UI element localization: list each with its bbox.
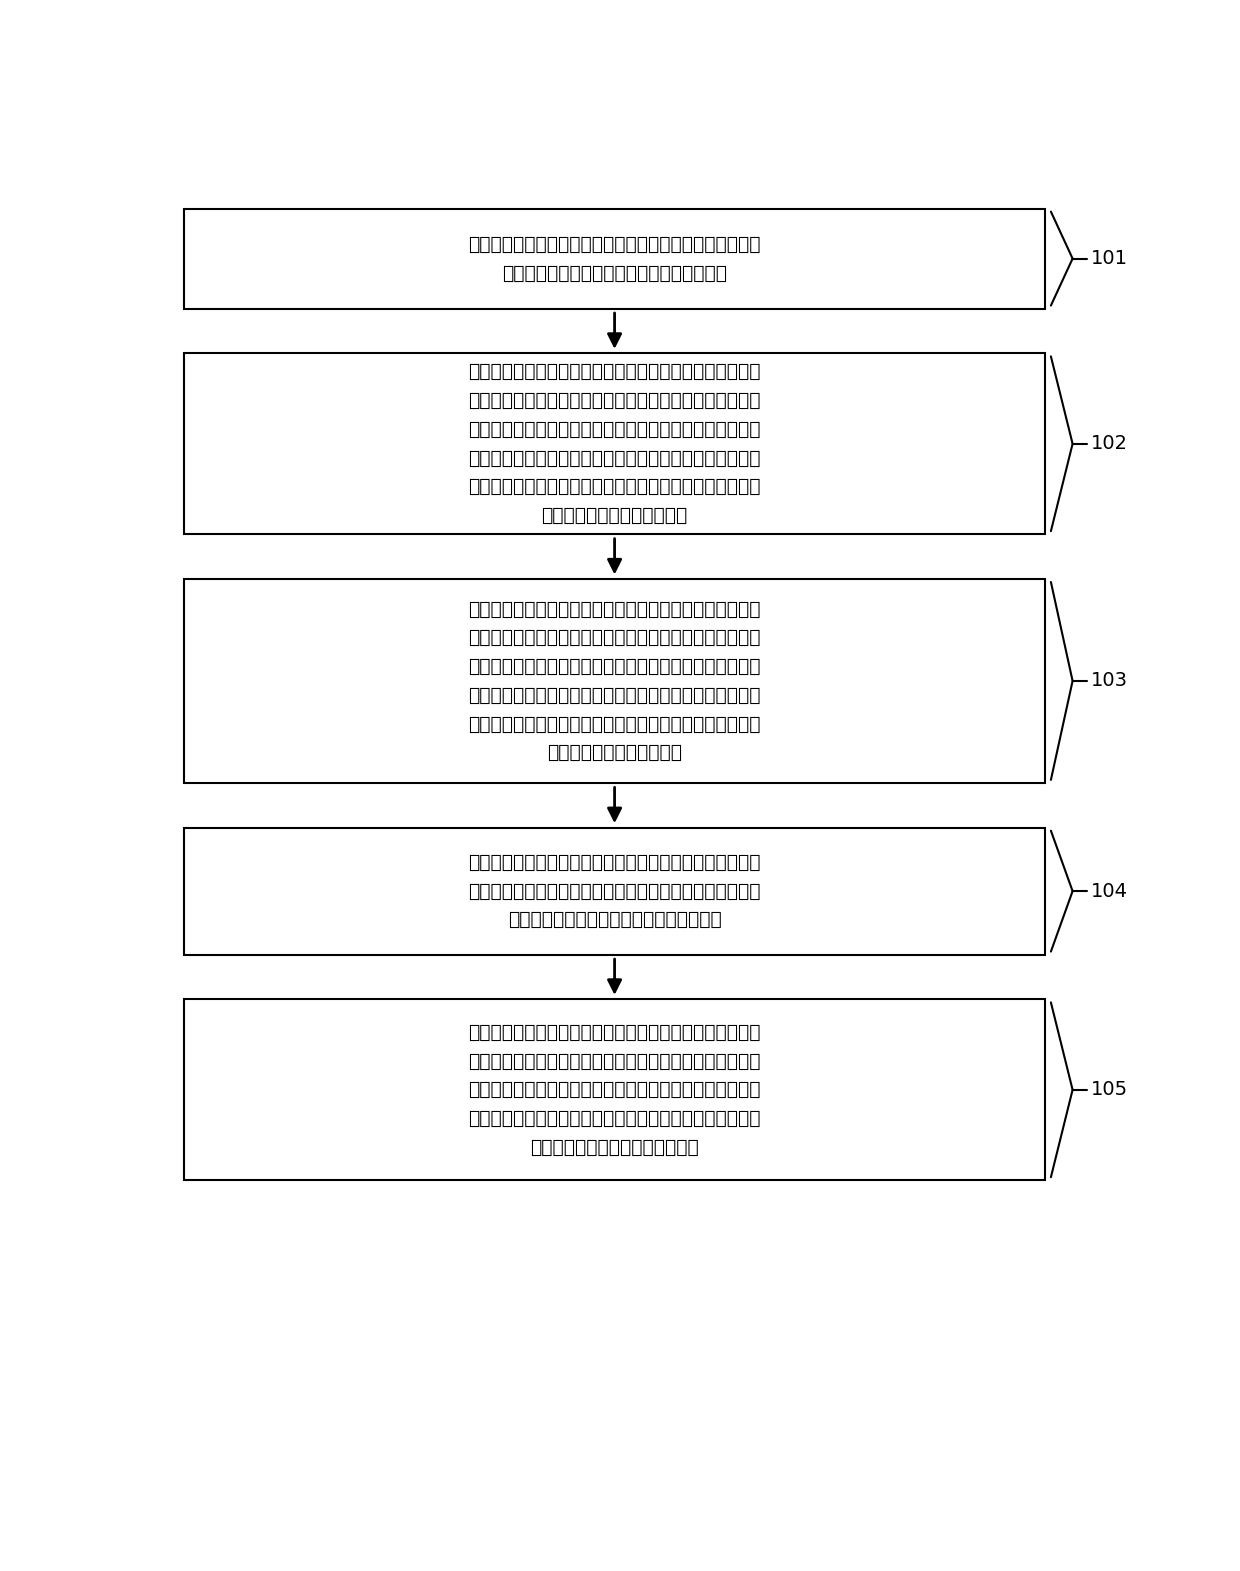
- Bar: [185, 209, 1044, 308]
- Text: 在两级氯化氢吸收塔中利用塔内自上而下的氯硅烷贫液对来
自第一凝液储罐的且冷量已被多级冷却设备利用的混合气中
的氯化氢进行吸收处理，并从塔釜输出氯硅烷富液，从塔顶: 在两级氯化氢吸收塔中利用塔内自上而下的氯硅烷贫液对来 自第一凝液储罐的且冷量已被…: [469, 600, 761, 762]
- Text: 104: 104: [1091, 881, 1128, 900]
- Text: 使来自上游多晶硅生产工序的还原尾气依次经过多级冷却设
备的多级冷却处理，以形成并输出气液混合物: 使来自上游多晶硅生产工序的还原尾气依次经过多级冷却设 备的多级冷却处理，以形成并…: [469, 234, 761, 283]
- Text: 利用第一凝液储罐对多级冷却设备输出的气液混合物进行气
液分离处理，以将该气液混合物中的氢气、氯化氢、未被冷
凝的气相氯硅烷和少量杂质的混合气与已冷凝的液相氯硅烷: 利用第一凝液储罐对多级冷却设备输出的气液混合物进行气 液分离处理，以将该气液混合…: [469, 363, 761, 525]
- Bar: [185, 353, 1044, 534]
- Text: 103: 103: [1091, 671, 1128, 690]
- Bar: [185, 578, 1044, 782]
- Bar: [185, 999, 1044, 1180]
- Bar: [185, 828, 1044, 955]
- Text: 在氯化氢解析塔中对两级氯化氢吸收塔塔釜输出的氯硅烷富
液进行解析处理，并从塔釜输出氯硅烷贫液，从塔顶输出轻
组分，然后将所述轻组分送至下游精馏工序: 在氯化氢解析塔中对两级氯化氢吸收塔塔釜输出的氯硅烷富 液进行解析处理，并从塔釜输…: [469, 853, 761, 930]
- Text: 102: 102: [1091, 434, 1128, 454]
- Text: 在液液换热器中利用两级氯化氢吸收塔塔釜输出的氯硅烷富
液的冷量对氯化氢解析塔塔釜输出的氯硅烷贫液进行冷却处
理，然后将冷却后氯硅烷贫液送入两级氯化氢吸收塔上部，: 在液液换热器中利用两级氯化氢吸收塔塔釜输出的氯硅烷富 液的冷量对氯化氢解析塔塔釜…: [469, 1023, 761, 1156]
- Text: 105: 105: [1091, 1081, 1128, 1100]
- Text: 101: 101: [1091, 250, 1128, 269]
